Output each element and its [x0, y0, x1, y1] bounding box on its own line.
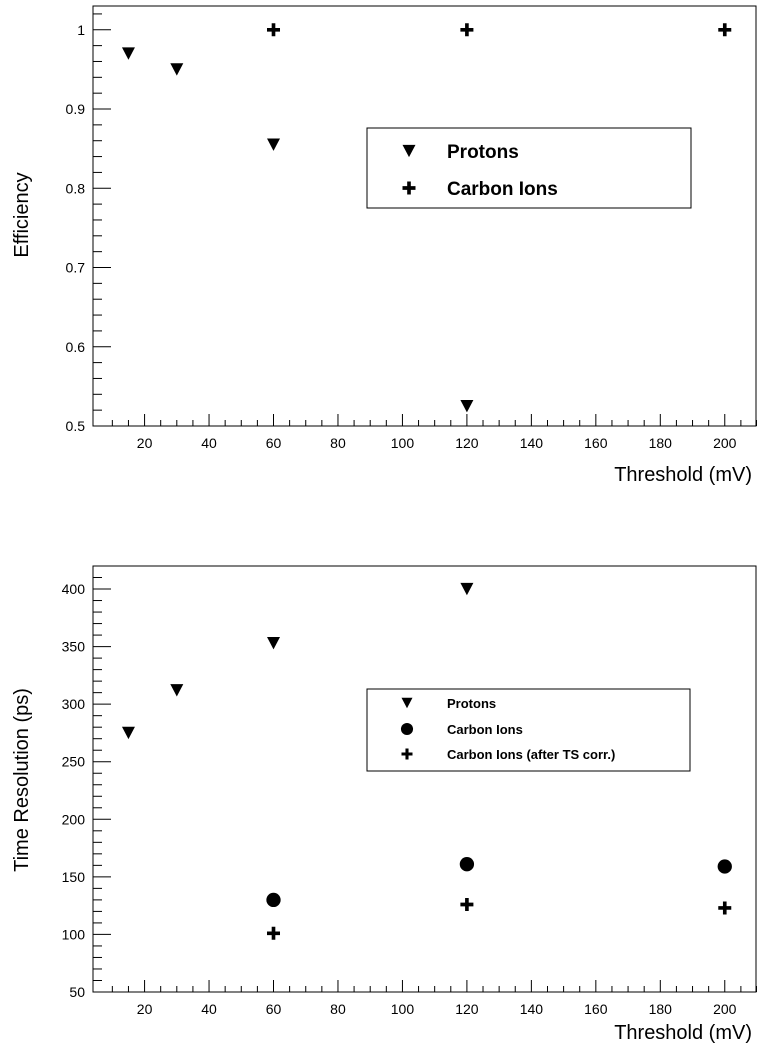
x-tick-label: 160: [584, 1001, 608, 1017]
x-tick-label: 200: [713, 1001, 737, 1017]
x-tick-label: 180: [649, 1001, 673, 1017]
x-tick-label: 80: [330, 1001, 346, 1017]
legend-marker: [401, 697, 413, 709]
legend-label: Protons: [447, 142, 519, 163]
y-tick-label: 150: [62, 869, 86, 885]
efficiency-chart: 20 40 60 80 100 120 140 160 180 200 0.5 0.6 0.7 0.8 0.…: [11, 5, 757, 486]
data-point: [718, 901, 732, 915]
y-tick-label: 0.5: [66, 418, 86, 434]
data-point: [267, 23, 281, 37]
y-tick-label: 400: [62, 581, 86, 597]
legend-label: Carbon Ions: [447, 722, 523, 737]
x-tick-label: 180: [649, 435, 673, 451]
data-point: [121, 726, 135, 740]
y-tick-label: 0.7: [66, 260, 86, 276]
legend-marker: [400, 722, 414, 736]
data-point: [267, 926, 281, 940]
data-point: [460, 582, 474, 596]
x-tick-label: 100: [391, 1001, 415, 1017]
data-point: [459, 857, 475, 872]
y-axis-title: Efficiency: [11, 172, 33, 257]
data-point: [266, 892, 281, 908]
legend-marker: [402, 144, 416, 158]
y-tick-label: 100: [62, 926, 86, 942]
x-tick-label: 140: [520, 1001, 544, 1017]
legend-box: [366, 127, 692, 209]
plot-frame: [92, 565, 757, 993]
y-tick-label: 50: [69, 984, 85, 1000]
x-tick-label: 60: [266, 1001, 282, 1017]
y-tick-label: 0.8: [66, 180, 86, 196]
time-resolution-chart: 20 40 60 80 100 120 140 160 180 200 50 100 150 200 250…: [11, 565, 757, 1044]
data-point: [717, 859, 732, 874]
data-point: [460, 897, 474, 911]
y-tick-label: 300: [62, 696, 86, 712]
y-axis-title: Time Resolution (ps): [11, 688, 33, 872]
legend-box: [366, 688, 691, 772]
data-point: [267, 138, 281, 151]
x-tick-label: 120: [455, 1001, 479, 1017]
x-tick-label: 200: [713, 435, 737, 451]
x-tick-label: 60: [266, 435, 282, 451]
x-tick-label: 120: [455, 435, 479, 451]
x-tick-label: 40: [201, 435, 217, 451]
data-point: [460, 400, 474, 413]
x-tick-label: 40: [201, 1001, 217, 1017]
x-tick-label: 100: [391, 435, 415, 451]
legend-label: Carbon Ions: [447, 179, 558, 200]
legend-label: Carbon Ions (after TS corr.): [447, 747, 615, 762]
y-tick-label: 1: [77, 22, 85, 38]
legend-marker: [402, 181, 416, 195]
legend-label: Protons: [447, 696, 496, 711]
y-tick-label: 0.9: [66, 101, 86, 117]
x-tick-label: 140: [520, 435, 544, 451]
x-tick-label: 20: [137, 435, 153, 451]
plot-frame: [92, 5, 757, 427]
y-tick-label: 350: [62, 639, 86, 655]
data-point: [267, 636, 281, 650]
x-tick-label: 160: [584, 435, 608, 451]
y-tick-label: 250: [62, 754, 86, 770]
data-point: [121, 47, 135, 60]
x-tick-label: 20: [137, 1001, 153, 1017]
x-tick-label: 80: [330, 435, 346, 451]
y-tick-label: 200: [62, 811, 86, 827]
y-tick-label: 0.6: [66, 339, 86, 355]
data-point: [718, 23, 732, 37]
x-axis-title: Threshold (mV): [614, 464, 752, 486]
legend-marker: [401, 748, 413, 760]
data-point: [170, 684, 184, 697]
data-point: [460, 23, 474, 37]
data-point: [170, 63, 184, 76]
x-axis-title: Threshold (mV): [614, 1022, 752, 1044]
